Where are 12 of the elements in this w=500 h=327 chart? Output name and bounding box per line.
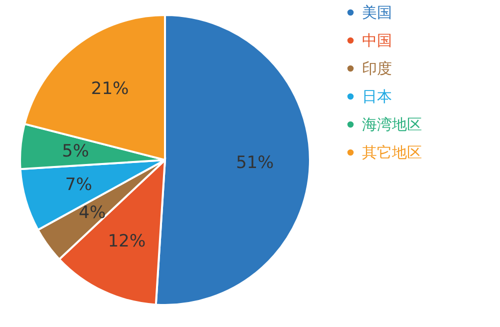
data-label: 51% bbox=[236, 152, 274, 173]
data-label: 12% bbox=[108, 231, 146, 252]
data-label: 21% bbox=[91, 78, 129, 99]
data-label: 4% bbox=[78, 202, 106, 223]
data-label: 7% bbox=[65, 175, 92, 196]
legend-label: 其它地区 bbox=[362, 144, 422, 162]
legend-label: 日本 bbox=[362, 88, 392, 106]
legend-label: 美国 bbox=[362, 4, 392, 22]
legend-label: 中国 bbox=[362, 32, 392, 50]
legend-label: 海湾地区 bbox=[362, 116, 422, 134]
data-label: 5% bbox=[62, 142, 89, 162]
legend-label: 印度 bbox=[362, 60, 392, 78]
